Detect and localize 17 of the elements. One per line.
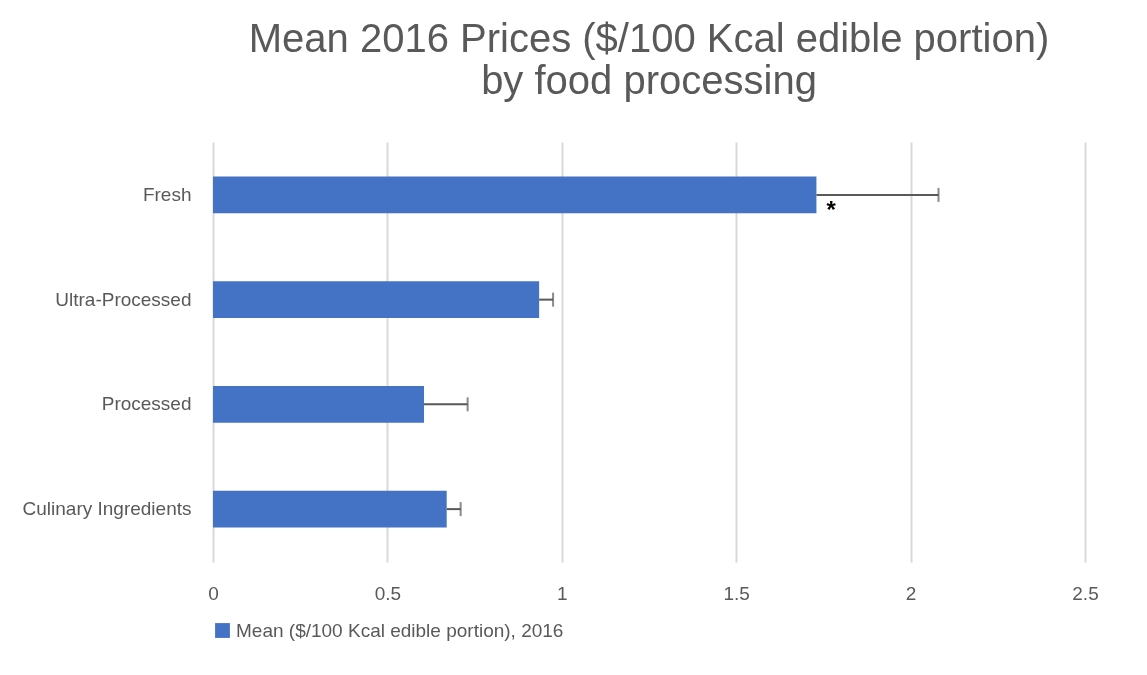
bar [213, 281, 540, 318]
x-tick-label: 2 [905, 582, 917, 604]
x-tick-label: 2.5 [1072, 582, 1099, 604]
annotation: * [826, 195, 837, 223]
x-tick-label: 1 [557, 582, 568, 604]
x-tick-label: 0.5 [374, 582, 402, 604]
bar [213, 176, 817, 214]
x-tick-label: 0 [208, 582, 219, 604]
bar [213, 490, 447, 528]
x-tick-label: 1.5 [723, 582, 750, 604]
y-tick-label: Culinary Ingredients [22, 498, 192, 520]
chart-title: Mean 2016 Prices ($/100 Kcal edible portion) by food processing [248, 16, 1050, 102]
y-tick-label: Fresh [142, 183, 192, 205]
legend-label: Mean ($/100 Kcal edible portion), 2016 [236, 619, 564, 641]
y-tick-label: Processed [101, 393, 192, 415]
bar [213, 386, 425, 423]
y-tick-label: Ultra-Processed [55, 288, 192, 310]
